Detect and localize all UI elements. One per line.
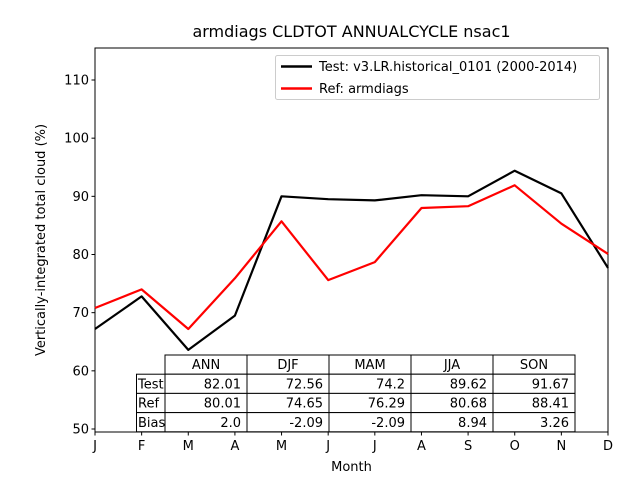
- y-tick-label: 80: [72, 248, 89, 263]
- x-tick-label: F: [138, 439, 145, 454]
- legend-box: [275, 55, 600, 100]
- legend: Test: v3.LR.historical_0101 (2000-2014) …: [275, 55, 600, 100]
- y-tick-label: 50: [72, 423, 89, 438]
- table-row-label-text: Bias: [138, 416, 165, 431]
- table-header-text: SON: [520, 358, 548, 373]
- table-value-text: 89.62: [450, 377, 487, 392]
- table-value-text: 80.68: [450, 397, 487, 412]
- table-value-text: 74.2: [376, 377, 405, 392]
- table-value-text: 8.94: [458, 416, 487, 431]
- table-value-text: -2.09: [371, 416, 405, 431]
- series-lines: [94, 169, 609, 351]
- x-tick-label: J: [372, 439, 377, 454]
- x-tick-label: J: [92, 439, 97, 454]
- y-tick-label: 100: [64, 132, 89, 147]
- table-value-text: 80.01: [204, 397, 241, 412]
- table-header-text: ANN: [192, 358, 220, 373]
- x-tick-label: N: [556, 439, 566, 454]
- y-tick-label: 70: [72, 306, 89, 321]
- legend-ref-label: Ref: armdiags: [319, 82, 409, 97]
- x-tick-label: M: [183, 439, 194, 454]
- table-value-text: -2.09: [289, 416, 323, 431]
- table-value-text: 88.41: [532, 397, 569, 412]
- stats-table: ANN DJF MAM JJA SON Test 82.01 72.56 74.2 89.62 91…: [136, 354, 576, 433]
- table-value-text: 91.67: [532, 377, 569, 392]
- table-header-text: MAM: [354, 358, 385, 373]
- legend-test-label: Test: v3.LR.historical_0101 (2000-2014): [318, 60, 577, 75]
- y-tick-label: 60: [72, 364, 89, 379]
- table-value-text: 72.56: [286, 377, 323, 392]
- y-tick-label: 90: [72, 190, 89, 205]
- table-value-text: 76.29: [368, 397, 405, 412]
- y-tick-label: 110: [64, 74, 89, 89]
- table-row-label-text: Ref: [138, 397, 159, 412]
- x-tick-label: A: [417, 439, 426, 454]
- table-header-text: DJF: [277, 358, 298, 373]
- table-value-text: 74.65: [286, 397, 323, 412]
- x-tick-label: M: [276, 439, 287, 454]
- x-tick-label: A: [230, 439, 239, 454]
- x-axis-label: Month: [331, 460, 372, 475]
- x-tick-label: D: [603, 439, 613, 454]
- table-value-text: 3.26: [540, 416, 569, 431]
- chart-title: armdiags CLDTOT ANNUALCYCLE nsac1: [192, 22, 510, 41]
- table-row-label-text: Test: [137, 377, 164, 392]
- x-tick-label: O: [510, 439, 520, 454]
- table-value-text: 2.0: [220, 416, 241, 431]
- table-value-text: 82.01: [204, 377, 241, 392]
- x-tick-label: J: [325, 439, 330, 454]
- ref-series-line: [94, 184, 609, 331]
- table-value-cell: [492, 412, 576, 433]
- table-header-text: JJA: [443, 358, 460, 373]
- x-tick-label: S: [464, 439, 472, 454]
- y-axis: 50 60 70 80 90 100 110: [64, 74, 95, 438]
- y-axis-label: Vertically-integrated total cloud (%): [34, 124, 49, 356]
- test-series-line: [94, 169, 609, 351]
